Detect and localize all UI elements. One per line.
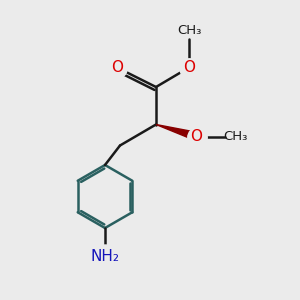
Text: CH₃: CH₃ [177, 23, 201, 37]
Text: NH₂: NH₂ [91, 249, 119, 264]
Text: O: O [190, 129, 202, 144]
Text: O: O [111, 60, 123, 75]
Text: O: O [183, 60, 195, 75]
Polygon shape [156, 124, 198, 140]
Text: CH₃: CH₃ [223, 130, 248, 143]
